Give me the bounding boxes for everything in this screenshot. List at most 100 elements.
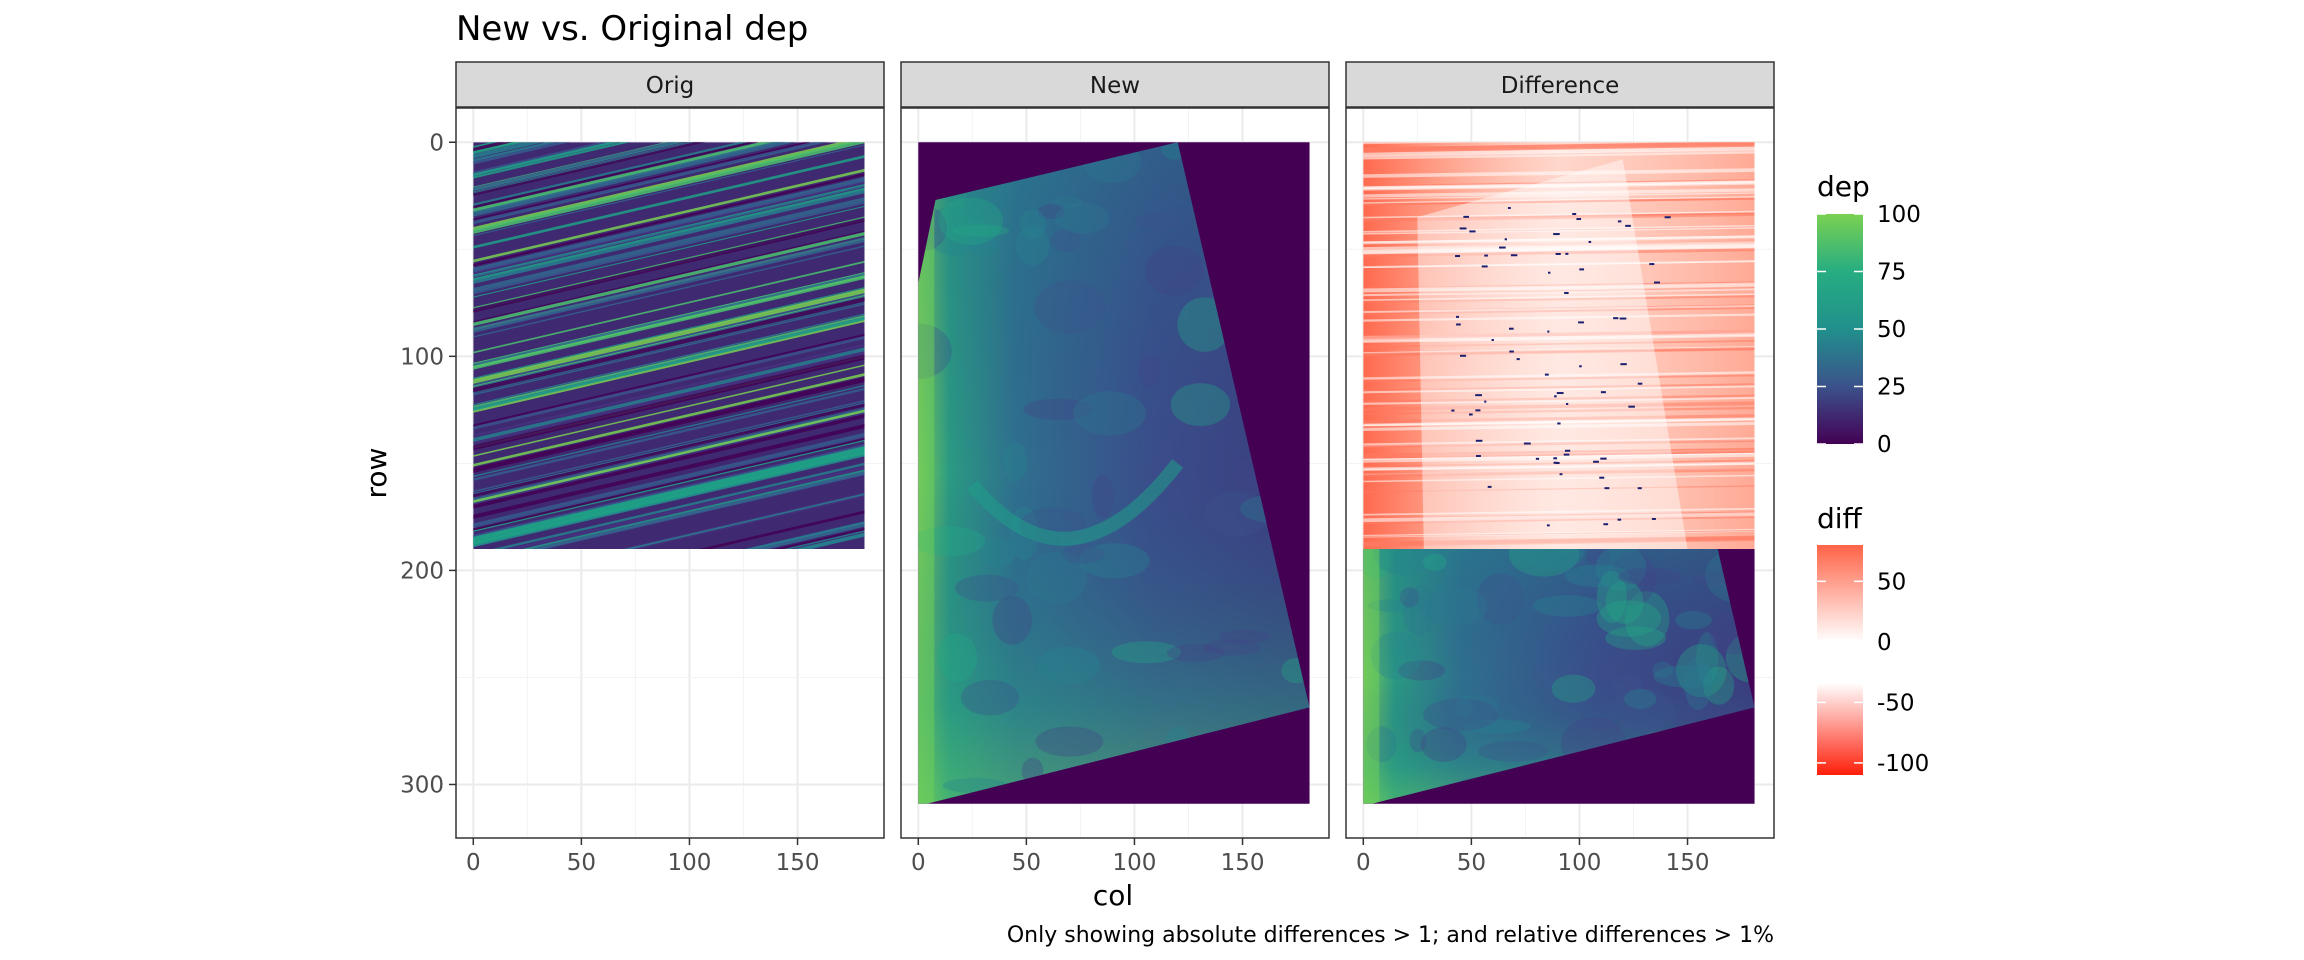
raster-streak bbox=[473, 354, 865, 451]
raster-streak bbox=[473, 142, 780, 214]
panel-border bbox=[1345, 107, 1775, 839]
y-tick-label: 100 bbox=[400, 344, 444, 370]
raster-blob bbox=[1454, 694, 1500, 719]
raster-blob bbox=[1026, 551, 1088, 604]
raster-streak bbox=[473, 273, 865, 367]
diff-speck bbox=[1455, 255, 1461, 258]
diff-streak bbox=[1363, 459, 1755, 470]
diff-speck bbox=[1620, 363, 1627, 366]
diff-speck bbox=[1476, 454, 1481, 457]
x-tick-label: 100 bbox=[1113, 850, 1157, 876]
diff-speck bbox=[1475, 394, 1482, 397]
diff-speck bbox=[1459, 354, 1467, 357]
diff-speck bbox=[1557, 422, 1561, 425]
facet-strip bbox=[455, 61, 885, 108]
raster-streak bbox=[473, 245, 865, 338]
raster-streak bbox=[473, 274, 865, 370]
diff-speck bbox=[1516, 358, 1520, 361]
raster-blob bbox=[1409, 728, 1427, 753]
legend-label: 100 bbox=[1877, 202, 1921, 228]
diff-streak bbox=[1363, 188, 1755, 198]
raster-blob bbox=[960, 679, 1020, 716]
raster-streak bbox=[473, 142, 570, 165]
raster-blob bbox=[1420, 727, 1467, 762]
diff-streak bbox=[1363, 538, 1755, 547]
facet-panel-new: New 0 50 100 150 bbox=[900, 61, 1330, 876]
diff-streak bbox=[1363, 329, 1755, 340]
diff-streak bbox=[1363, 406, 1755, 416]
dep-raster bbox=[473, 142, 865, 549]
diff-speck bbox=[1564, 449, 1571, 452]
diff-streak bbox=[1363, 334, 1755, 343]
diff-streak bbox=[1363, 196, 1755, 204]
raster-blob bbox=[1610, 551, 1657, 606]
raster-blob bbox=[1703, 666, 1735, 705]
raster-streak bbox=[473, 399, 865, 493]
diff-speck bbox=[1507, 206, 1511, 209]
raster-streak bbox=[473, 292, 865, 387]
diff-speck bbox=[1617, 220, 1622, 223]
raster-streak bbox=[473, 313, 865, 406]
diff-streak bbox=[1363, 437, 1755, 447]
raster-blob bbox=[1036, 646, 1101, 684]
raster-streak bbox=[473, 376, 865, 471]
raster-streak bbox=[624, 493, 865, 549]
raster-blob bbox=[1034, 280, 1106, 335]
raster-streak bbox=[473, 412, 865, 506]
raster-streak bbox=[473, 142, 544, 159]
raster-streak bbox=[473, 451, 865, 548]
diff-streak bbox=[1363, 332, 1755, 341]
raster-streak bbox=[473, 142, 865, 234]
raster-streak bbox=[473, 177, 865, 273]
legend-label: 75 bbox=[1877, 260, 1906, 286]
diff-streak bbox=[1363, 536, 1755, 546]
diff-streak bbox=[1363, 383, 1755, 392]
diff-speck bbox=[1649, 263, 1655, 266]
diff-streak bbox=[1363, 530, 1755, 538]
raster-streak bbox=[473, 303, 865, 396]
diff-speck bbox=[1469, 230, 1476, 233]
diff-speck bbox=[1559, 473, 1563, 476]
diff-streak bbox=[1363, 448, 1755, 456]
legend-label: 25 bbox=[1877, 375, 1906, 401]
diff-streak bbox=[1363, 192, 1755, 200]
diff-speck bbox=[1456, 323, 1461, 326]
x-tick-label: 150 bbox=[776, 850, 820, 876]
raster-streak bbox=[473, 216, 865, 309]
diff-streak bbox=[1363, 474, 1755, 483]
raster-streak bbox=[473, 142, 705, 196]
raster-blob bbox=[1617, 567, 1681, 586]
raster-streak bbox=[473, 189, 865, 284]
raster-streak bbox=[473, 179, 865, 275]
diff-streak bbox=[1363, 305, 1755, 315]
raster-blob bbox=[1111, 641, 1182, 664]
diff-speck bbox=[1564, 292, 1569, 295]
diff-speck bbox=[1654, 281, 1660, 284]
diff-streak bbox=[1363, 144, 1755, 153]
diff-streak bbox=[1363, 260, 1755, 269]
diff-streak bbox=[1363, 244, 1755, 255]
diff-speck bbox=[1504, 238, 1507, 241]
raster-streak bbox=[473, 423, 865, 519]
raster-blob bbox=[1204, 491, 1270, 537]
y-tick-label: 0 bbox=[429, 130, 444, 156]
legend-colorbar bbox=[1817, 545, 1863, 775]
raster-streak bbox=[473, 315, 865, 408]
raster-blob bbox=[1652, 661, 1673, 679]
raster-streak bbox=[473, 142, 784, 215]
facet-strip-label: Difference bbox=[1501, 73, 1620, 99]
diff-speck bbox=[1553, 461, 1558, 464]
diff-speck bbox=[1556, 392, 1564, 395]
raster-blob bbox=[1370, 631, 1422, 680]
y-tick-label: 200 bbox=[400, 558, 444, 584]
raster-blob bbox=[1551, 674, 1596, 703]
diff-streak bbox=[1363, 197, 1755, 206]
raster-blob bbox=[1219, 629, 1271, 644]
diff-streak bbox=[1363, 247, 1755, 258]
raster-streak bbox=[784, 530, 865, 549]
diff-speck bbox=[1588, 240, 1592, 243]
diff-speck bbox=[1565, 252, 1569, 255]
raster-blob bbox=[936, 633, 978, 682]
raster-blob bbox=[1023, 398, 1093, 421]
diff-streak bbox=[1363, 451, 1755, 459]
